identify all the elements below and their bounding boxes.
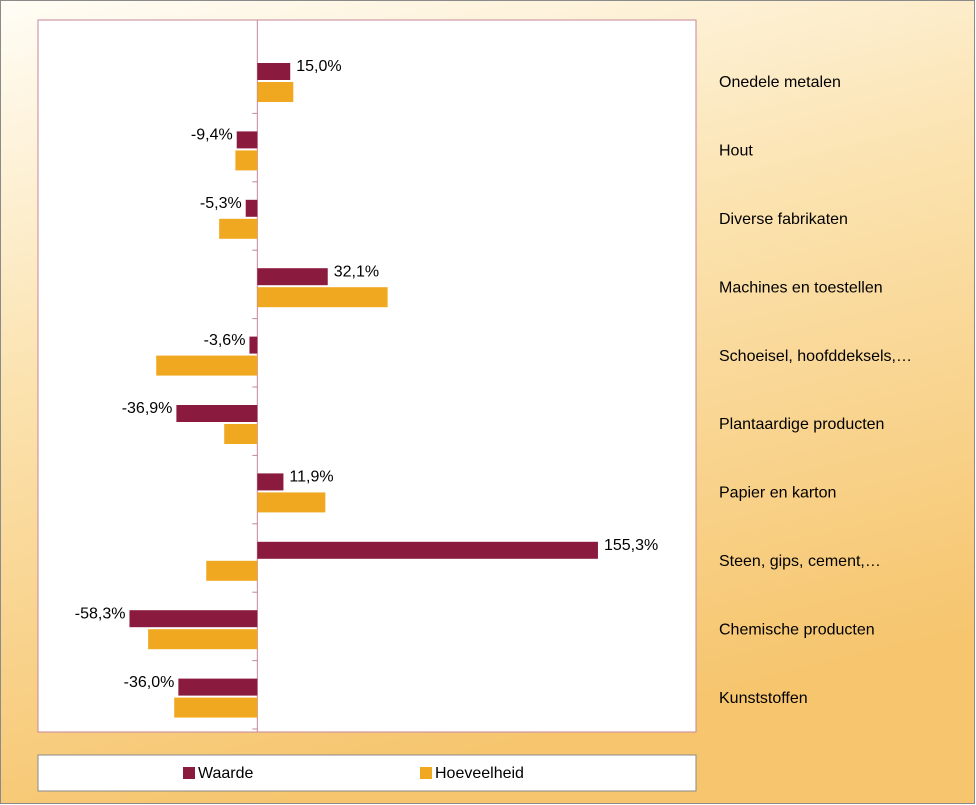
data-label: -5,3% <box>200 195 242 212</box>
category-label: Plantaardige producten <box>719 416 884 433</box>
bar <box>219 218 258 239</box>
bar <box>257 268 328 286</box>
bar <box>257 473 284 491</box>
bar <box>236 131 258 149</box>
legend-label: Hoeveelheid <box>435 765 524 782</box>
data-label: 32,1% <box>334 263 379 280</box>
bar <box>206 560 258 581</box>
bar <box>235 150 258 171</box>
legend <box>37 754 697 792</box>
category-label: Steen, gips, cement,… <box>719 553 881 570</box>
data-label: 11,9% <box>289 469 333 486</box>
category-label: Machines en toestellen <box>719 279 883 296</box>
bar <box>148 629 258 650</box>
bar <box>257 541 598 559</box>
data-label: 155,3% <box>604 537 658 554</box>
legend-swatch <box>183 767 195 779</box>
bar <box>249 336 258 354</box>
category-label: Hout <box>719 143 753 160</box>
category-label: Onedele metalen <box>719 74 841 91</box>
data-label: 15,0% <box>296 58 341 75</box>
data-label: -36,9% <box>122 400 173 417</box>
data-label: -9,4% <box>191 127 233 144</box>
bar <box>257 492 326 513</box>
category-label: Diverse fabrikaten <box>719 211 848 228</box>
bar <box>174 697 258 718</box>
data-label: -58,3% <box>75 605 126 622</box>
bar <box>176 405 258 422</box>
legend-swatch <box>420 767 432 779</box>
bar <box>178 678 258 696</box>
category-label: Schoeisel, hoofddeksels,… <box>719 348 912 365</box>
bar <box>257 82 294 102</box>
bar <box>245 199 258 217</box>
category-label: Papier en karton <box>719 485 836 502</box>
category-label: Kunststoffen <box>719 690 808 707</box>
legend-label: Waarde <box>198 765 254 782</box>
bar <box>156 355 258 376</box>
category-label: Chemische producten <box>719 621 875 638</box>
bar <box>224 424 258 444</box>
data-label: -3,6% <box>204 332 246 349</box>
bar <box>129 610 258 628</box>
data-label: -36,0% <box>124 674 175 691</box>
bar <box>257 287 388 308</box>
bar <box>257 63 291 80</box>
